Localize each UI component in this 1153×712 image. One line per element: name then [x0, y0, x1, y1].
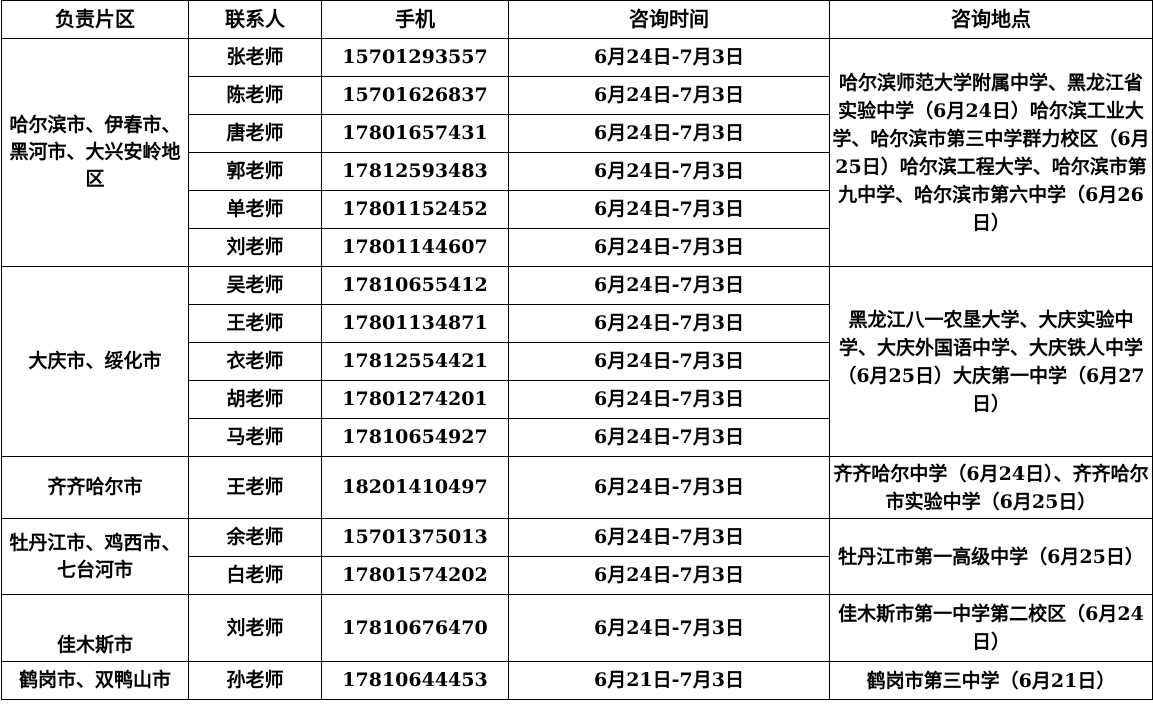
location-cell: 黑龙江八一农垦大学、大庆实验中学、大庆外国语中学、大庆铁人中学（6月25日）大庆… — [829, 266, 1153, 457]
phone-number: 15701375013 — [321, 518, 509, 557]
table-row: 单老师 17801152452 6月24日-7月3日 — [2, 190, 1153, 229]
header-location: 咨询地点 — [829, 0, 1153, 39]
contact-name: 陈老师 — [188, 76, 322, 115]
table-row: 陈老师 15701626837 6月24日-7月3日 — [2, 76, 1153, 115]
consult-time: 6月21日-7月3日 — [508, 661, 830, 700]
header-contact: 联系人 — [188, 0, 322, 39]
phone-number: 15701293557 — [321, 38, 509, 77]
header-region: 负责片区 — [1, 0, 189, 39]
phone-number: 15701626837 — [321, 76, 509, 115]
header-phone: 手机 — [321, 0, 509, 39]
contact-name: 刘老师 — [188, 594, 322, 662]
contact-name: 胡老师 — [188, 380, 322, 419]
header-time: 咨询时间 — [508, 0, 830, 39]
table-row: 刘老师 17801144607 6月24日-7月3日 — [2, 228, 1153, 267]
header-row: 负责片区 联系人 手机 咨询时间 咨询地点 — [1, 0, 1153, 39]
phone-number: 17810676470 — [321, 594, 509, 662]
contact-name: 张老师 — [188, 38, 322, 77]
contact-name: 白老师 — [188, 556, 322, 595]
consult-time: 6月24日-7月3日 — [508, 418, 830, 457]
table-row: 大庆市、绥化市 吴老师 17810655412 6月24日-7月3日 黑龙江八一农垦大学… — [1, 266, 1153, 457]
phone-number: 17801144607 — [321, 228, 509, 267]
phone-number: 17812554421 — [321, 342, 509, 381]
table-row: 王老师 17801134871 6月24日-7月3日 — [2, 304, 1153, 343]
consult-time: 6月24日-7月3日 — [508, 380, 830, 419]
phone-number: 18201410497 — [321, 456, 509, 519]
table-row: 胡老师 17801274201 6月24日-7月3日 — [2, 380, 1153, 419]
consult-time: 6月24日-7月3日 — [508, 456, 830, 519]
location-cell: 牡丹江市第一高级中学（6月25日） — [829, 518, 1153, 595]
location-cell: 齐齐哈尔中学（6月24日）、齐齐哈尔市实验中学（6月25日） — [829, 456, 1153, 519]
contact-name: 余老师 — [188, 518, 322, 557]
phone-number: 17801657431 — [321, 114, 509, 153]
consult-time: 6月24日-7月3日 — [508, 38, 830, 77]
consult-time: 6月24日-7月3日 — [508, 228, 830, 267]
table-row: 郭老师 17812593483 6月24日-7月3日 — [2, 152, 1153, 191]
contact-name: 刘老师 — [188, 228, 322, 267]
consult-time: 6月24日-7月3日 — [508, 76, 830, 115]
region-cell: 佳木斯市 — [1, 594, 189, 662]
consult-time: 6月24日-7月3日 — [508, 556, 830, 595]
phone-number: 17801134871 — [321, 304, 509, 343]
region-cell: 鹤岗市、双鸭山市 — [1, 661, 189, 700]
contact-name: 王老师 — [188, 304, 322, 343]
location-cell: 哈尔滨师范大学附属中学、黑龙江省实验中学（6月24日）哈尔滨工业大学、哈尔滨市第… — [829, 38, 1153, 267]
table-row: 衣老师 17812554421 6月24日-7月3日 — [2, 342, 1153, 381]
phone-number: 17810654927 — [321, 418, 509, 457]
contact-name: 吴老师 — [188, 266, 322, 305]
consult-time: 6月24日-7月3日 — [508, 152, 830, 191]
table-row: 牡丹江市、鸡西市、七台河市 余老师 15701375013 6月24日-7月3日 牡丹江… — [1, 518, 1153, 595]
consult-time: 6月24日-7月3日 — [508, 342, 830, 381]
region-cell: 齐齐哈尔市 — [1, 456, 189, 519]
table-row: 哈尔滨市、伊春市、黑河市、大兴安岭地区 张老师 15701293557 6月24日-7… — [1, 38, 1153, 267]
region-cell: 大庆市、绥化市 — [1, 266, 189, 457]
location-cell: 鹤岗市第三中学（6月21日） — [829, 661, 1153, 700]
region-cell: 哈尔滨市、伊春市、黑河市、大兴安岭地区 — [1, 38, 189, 267]
contact-name: 王老师 — [188, 456, 322, 519]
consult-time: 6月24日-7月3日 — [508, 114, 830, 153]
table-row: 鹤岗市、双鸭山市 孙老师 17810644453 6月21日-7月3日 鹤岗市第三中学（… — [1, 661, 1153, 700]
phone-number: 17801274201 — [321, 380, 509, 419]
table-row: 佳木斯市 刘老师 17810676470 6月24日-7月3日 佳木斯市第一中学第二校区… — [1, 594, 1153, 662]
phone-number: 17801574202 — [321, 556, 509, 595]
contact-name: 孙老师 — [188, 661, 322, 700]
table-row: 唐老师 17801657431 6月24日-7月3日 — [2, 114, 1153, 153]
contact-name: 马老师 — [188, 418, 322, 457]
consult-time: 6月24日-7月3日 — [508, 190, 830, 229]
consult-time: 6月24日-7月3日 — [508, 304, 830, 343]
consult-time: 6月24日-7月3日 — [508, 518, 830, 557]
table-row: 齐齐哈尔市 王老师 18201410497 6月24日-7月3日 齐齐哈尔中学（6月24… — [1, 456, 1153, 519]
phone-number: 17812593483 — [321, 152, 509, 191]
contact-name: 郭老师 — [188, 152, 322, 191]
phone-number: 17810644453 — [321, 661, 509, 700]
contact-name: 唐老师 — [188, 114, 322, 153]
region-cell: 牡丹江市、鸡西市、七台河市 — [1, 518, 189, 595]
table-row: 白老师 17801574202 6月24日-7月3日 — [2, 556, 1153, 595]
phone-number: 17810655412 — [321, 266, 509, 305]
phone-number: 17801152452 — [321, 190, 509, 229]
contact-name: 衣老师 — [188, 342, 322, 381]
contact-name: 单老师 — [188, 190, 322, 229]
table-row: 马老师 17810654927 6月24日-7月3日 — [2, 418, 1153, 457]
consult-time: 6月24日-7月3日 — [508, 266, 830, 305]
consult-time: 6月24日-7月3日 — [508, 594, 830, 662]
location-cell: 佳木斯市第一中学第二校区（6月24日） — [829, 594, 1153, 662]
